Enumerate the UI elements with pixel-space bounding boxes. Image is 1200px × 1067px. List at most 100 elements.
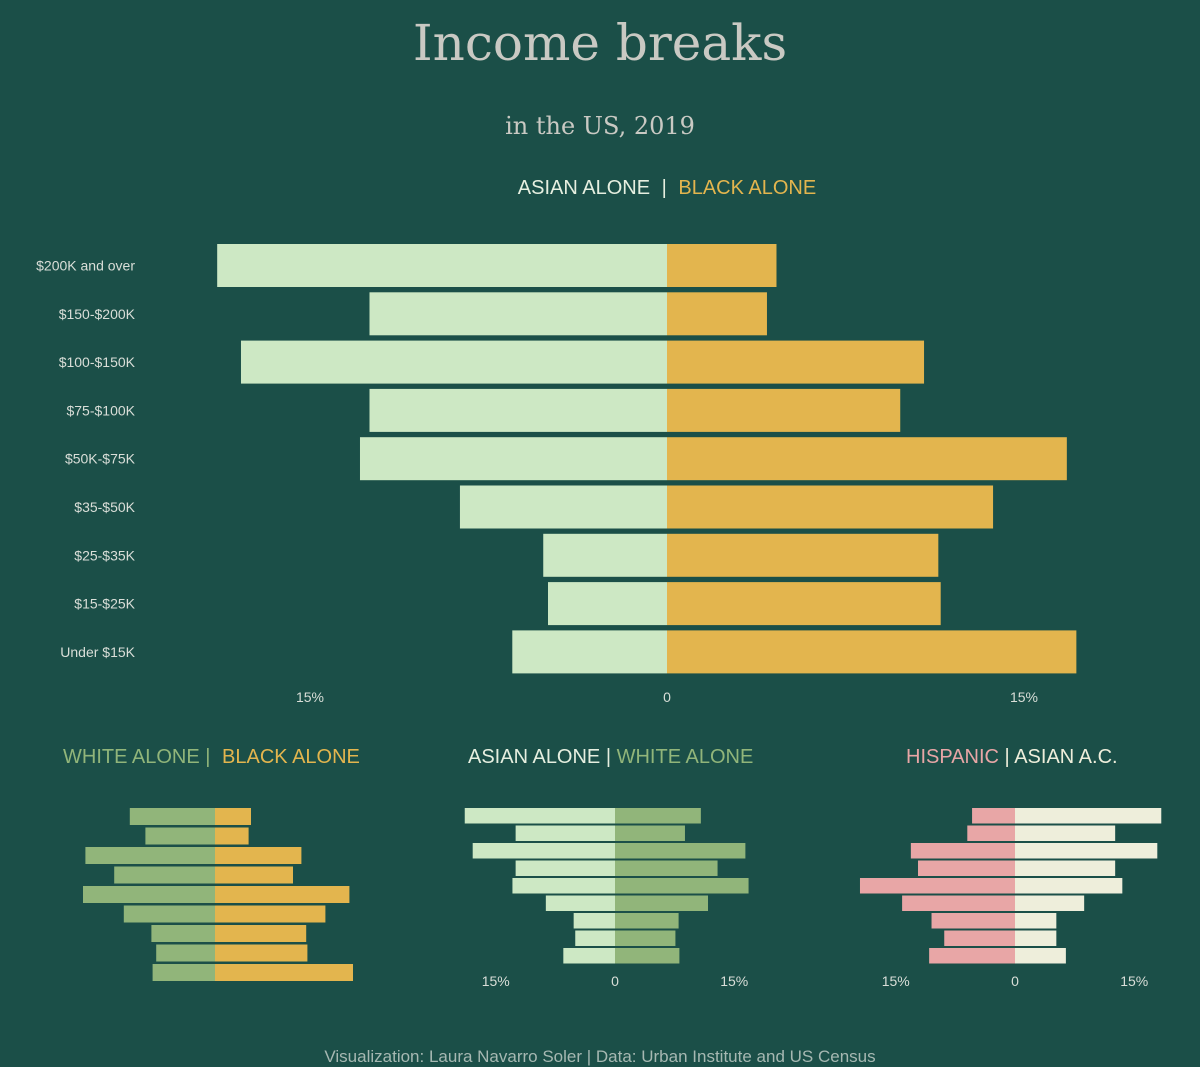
bar-asian-alone-15-25k [575, 930, 615, 946]
legend-asian-ac: ASIAN A.C. [1014, 746, 1118, 768]
small-chart-3-heading: HISPANIC | ASIAN A.C. [906, 746, 1118, 769]
x-tick-label: 15% [296, 689, 324, 705]
x-tick-label: 15% [720, 973, 748, 989]
category-label: $150-$200K [59, 306, 136, 322]
category-label: $100-$150K [59, 354, 136, 370]
bar-asian-a-c--25-35k [1015, 913, 1057, 929]
bar-hispanic-200k-and-over [972, 808, 1015, 824]
legend-separator: | [1004, 746, 1010, 768]
bar-black-alone-under-15k [215, 964, 353, 981]
bar-black-alone-150-200k [667, 292, 767, 336]
bar-hispanic-under-15k [929, 948, 1015, 964]
category-label: $75-$100K [66, 402, 135, 418]
x-tick-label: 15% [882, 973, 910, 989]
bar-black-alone-100-150k [667, 340, 925, 384]
bar-hispanic-50k-75k [859, 878, 1015, 894]
bar-black-alone-15-25k [667, 582, 941, 626]
x-tick-label: 0 [663, 689, 671, 705]
bar-white-alone-15-25k [615, 930, 676, 946]
x-tick-label: 15% [482, 973, 510, 989]
bar-white-alone-15-25k [156, 944, 215, 962]
x-tick-label: 15% [1120, 973, 1148, 989]
legend-asian-alone: ASIAN ALONE [468, 746, 601, 768]
category-label: $15-$25K [74, 596, 135, 612]
bar-white-alone-under-15k [615, 948, 680, 964]
legend-white-alone: WHITE ALONE [616, 746, 754, 768]
legend-separator: | [205, 746, 211, 768]
bar-hispanic-25-35k [931, 913, 1015, 929]
x-tick-label: 0 [611, 973, 619, 989]
bar-asian-alone-35-50k [545, 895, 615, 911]
legend-separator: | [661, 177, 667, 199]
bar-black-alone-25-35k [667, 533, 939, 577]
bar-asian-a-c--35-50k [1015, 895, 1085, 911]
bar-white-alone-25-35k [151, 925, 215, 942]
category-label: $200K and over [36, 258, 135, 274]
bar-asian-alone-100-150k [472, 843, 615, 859]
legend-black-alone: BLACK ALONE [678, 177, 817, 199]
legend-white-alone: WHITE ALONE [63, 746, 200, 768]
bar-asian-a-c--100-150k [1015, 843, 1158, 859]
bar-black-alone-100-150k [215, 847, 302, 864]
bar-asian-alone-25-35k [573, 913, 615, 929]
bar-hispanic-75-100k [918, 860, 1015, 876]
category-label: $25-$35K [74, 547, 135, 563]
bar-asian-alone-35-50k [459, 485, 667, 529]
bar-black-alone-50k-75k [667, 437, 1067, 481]
bar-asian-alone-25-35k [543, 533, 667, 577]
bar-asian-a-c--150-200k [1015, 825, 1116, 841]
bar-white-alone-25-35k [615, 913, 679, 929]
bar-asian-alone-100-150k [240, 340, 668, 384]
bar-white-alone-75-100k [114, 866, 215, 884]
bar-asian-a-c--200k-and-over [1015, 808, 1162, 824]
chart-title: Income breaks [412, 14, 788, 72]
bar-asian-alone-50k-75k [359, 437, 667, 481]
bar-white-alone-35-50k [123, 905, 215, 923]
bar-black-alone-under-15k [667, 630, 1077, 674]
bar-asian-alone-under-15k [563, 948, 615, 964]
bar-asian-a-c--under-15k [1015, 948, 1066, 964]
bar-white-alone-75-100k [615, 860, 718, 876]
bar-asian-a-c--75-100k [1015, 860, 1116, 876]
bar-white-alone-100-150k [85, 847, 216, 864]
bar-hispanic-35-50k [902, 895, 1015, 911]
bar-white-alone-150-200k [615, 825, 685, 841]
category-label: Under $15K [60, 644, 135, 660]
bar-black-alone-200k-and-over [215, 808, 251, 825]
legend-black-alone: BLACK ALONE [222, 746, 360, 768]
bar-black-alone-75-100k [215, 866, 293, 884]
chart-subtitle: in the US, 2019 [505, 112, 695, 140]
bar-white-alone-200k-and-over [129, 808, 215, 825]
bar-hispanic-100-150k [910, 843, 1015, 859]
bar-hispanic-15-25k [944, 930, 1015, 946]
bar-black-alone-35-50k [215, 905, 326, 923]
bar-black-alone-50k-75k [215, 886, 350, 903]
bar-black-alone-35-50k [667, 485, 994, 529]
bar-asian-a-c--50k-75k [1015, 878, 1123, 894]
bar-hispanic-150-200k [967, 825, 1015, 841]
bar-asian-alone-15-25k [548, 582, 667, 626]
bar-asian-alone-150-200k [369, 292, 667, 336]
bar-white-alone-under-15k [152, 964, 215, 981]
bar-black-alone-75-100k [667, 388, 901, 432]
legend-separator: | [605, 746, 612, 768]
bar-white-alone-200k-and-over [615, 808, 701, 824]
bar-asian-alone-200k-and-over [217, 244, 667, 287]
small-chart-1-heading: WHITE ALONE | BLACK ALONE [63, 746, 360, 769]
small-chart-2-heading: ASIAN ALONE | WHITE ALONE [468, 746, 753, 769]
bar-asian-a-c--15-25k [1015, 930, 1057, 946]
category-label: $35-$50K [74, 499, 135, 515]
bar-asian-alone-200k-and-over [464, 808, 615, 824]
bar-white-alone-50k-75k [83, 886, 215, 903]
bar-black-alone-200k-and-over [667, 244, 777, 287]
x-tick-label: 15% [1010, 689, 1038, 705]
footer-credit: Visualization: Laura Navarro Soler | Dat… [324, 1047, 876, 1066]
bar-white-alone-150-200k [145, 827, 215, 845]
bar-black-alone-150-200k [215, 827, 249, 845]
bar-asian-alone-75-100k [369, 388, 667, 432]
bar-white-alone-35-50k [615, 895, 709, 911]
category-label: $50K-$75K [65, 451, 136, 467]
bar-white-alone-50k-75k [615, 878, 749, 894]
bar-white-alone-100-150k [615, 843, 746, 859]
